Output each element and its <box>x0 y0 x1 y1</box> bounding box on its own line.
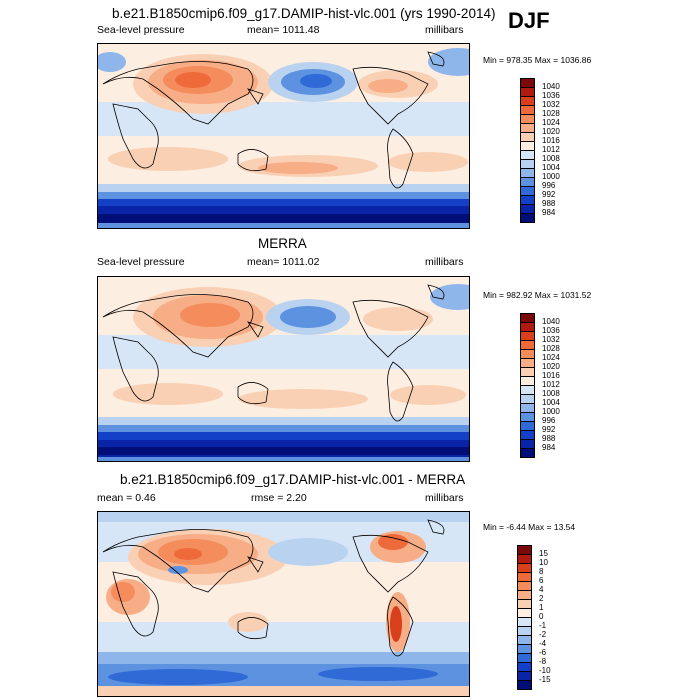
colorbar-label: 1016 <box>542 136 560 145</box>
colorbar-label: 1020 <box>542 127 560 136</box>
colorbar-label: 1012 <box>542 380 560 389</box>
panel-1-mean-label: mean= 1011.48 <box>247 24 320 36</box>
panel-3-units-label: millibars <box>425 492 464 504</box>
panel-3-colorbar: 15 10 8 6 4 2 1 0 -1 -2 -4 -6 -8 -10 -15 <box>517 545 577 695</box>
colorbar-label: 1036 <box>542 326 560 335</box>
panel-2-map-field <box>98 277 469 461</box>
colorbar-label: 996 <box>542 416 556 425</box>
colorbar-label: 988 <box>542 199 556 208</box>
colorbar-label: 1024 <box>542 118 560 127</box>
panel-2-title: MERRA <box>258 236 307 251</box>
panel-2-minmax: Min = 982.92 Max = 1031.52 <box>483 290 592 300</box>
panel-2-map <box>97 276 470 462</box>
colorbar-label: 1032 <box>542 335 560 344</box>
panel-1-map-field <box>98 44 469 228</box>
panel-1-variable-label: Sea-level pressure <box>97 24 185 36</box>
colorbar-label: 1000 <box>542 172 560 181</box>
colorbar-swatch <box>517 680 532 690</box>
panel-1-units-label: millibars <box>425 24 464 36</box>
colorbar-label: 1012 <box>542 145 560 154</box>
colorbar-label: 1000 <box>542 407 560 416</box>
colorbar-label: 8 <box>539 567 544 576</box>
colorbar-label: -6 <box>539 648 547 657</box>
colorbar-label: 1004 <box>542 163 560 172</box>
colorbar-label: -10 <box>539 666 551 675</box>
colorbar-label: 988 <box>542 434 556 443</box>
colorbar-swatch <box>520 448 535 458</box>
colorbar-label: 2 <box>539 594 544 603</box>
colorbar-label: 1004 <box>542 398 560 407</box>
panel-2-mean-label: mean= 1011.02 <box>247 256 320 268</box>
colorbar-label: 6 <box>539 576 544 585</box>
panel-3-mean-label: mean = 0.46 <box>97 492 156 504</box>
colorbar-label: 1016 <box>542 371 560 380</box>
panel-2-colorbar: 1040 1036 1032 1028 1024 1020 1016 1012 1008 1004… <box>520 313 580 463</box>
colorbar-label: 10 <box>539 558 548 567</box>
colorbar-label: 996 <box>542 181 556 190</box>
colorbar-label: 992 <box>542 425 556 434</box>
colorbar-label: 0 <box>539 612 544 621</box>
colorbar-label: 4 <box>539 585 544 594</box>
colorbar-swatch <box>520 213 535 223</box>
colorbar-label: -4 <box>539 639 547 648</box>
colorbar-label: -8 <box>539 657 547 666</box>
colorbar-label: 1008 <box>542 154 560 163</box>
colorbar-label: 1032 <box>542 100 560 109</box>
colorbar-label: -2 <box>539 630 547 639</box>
panel-1-colorbar: 1040 1036 1032 1028 1024 1020 1016 1012 1008 1004… <box>520 78 580 228</box>
season-label: DJF <box>508 8 550 33</box>
panel-3-title: b.e21.B1850cmip6.f09_g17.DAMIP-hist-vlc.… <box>120 472 466 487</box>
colorbar-label: -15 <box>539 675 551 684</box>
colorbar-label: 1020 <box>542 362 560 371</box>
panel-3-map <box>97 511 470 697</box>
colorbar-label: 1008 <box>542 389 560 398</box>
colorbar-label: 1028 <box>542 109 560 118</box>
colorbar-label: 1036 <box>542 91 560 100</box>
panel-2-variable-label: Sea-level pressure <box>97 256 185 268</box>
colorbar-label: 1024 <box>542 353 560 362</box>
panel-1-minmax: Min = 978.35 Max = 1036.86 <box>483 55 592 65</box>
colorbar-label: 984 <box>542 443 556 452</box>
colorbar-label: 1040 <box>542 317 560 326</box>
colorbar-label: 1040 <box>542 82 560 91</box>
colorbar-label: 1028 <box>542 344 560 353</box>
colorbar-label: 1 <box>539 603 544 612</box>
panel-2-units-label: millibars <box>425 256 464 268</box>
panel-3-rmse-label: rmse = 2.20 <box>251 492 307 504</box>
panel-1-title: b.e21.B1850cmip6.f09_g17.DAMIP-hist-vlc.… <box>112 6 496 21</box>
colorbar-label: 15 <box>539 549 548 558</box>
colorbar-label: 984 <box>542 208 556 217</box>
panel-3-map-field <box>98 512 469 696</box>
panel-1-map <box>97 43 470 229</box>
colorbar-label: -1 <box>539 621 547 630</box>
panel-3-minmax: Min = -6.44 Max = 13.54 <box>483 522 576 532</box>
colorbar-label: 992 <box>542 190 556 199</box>
